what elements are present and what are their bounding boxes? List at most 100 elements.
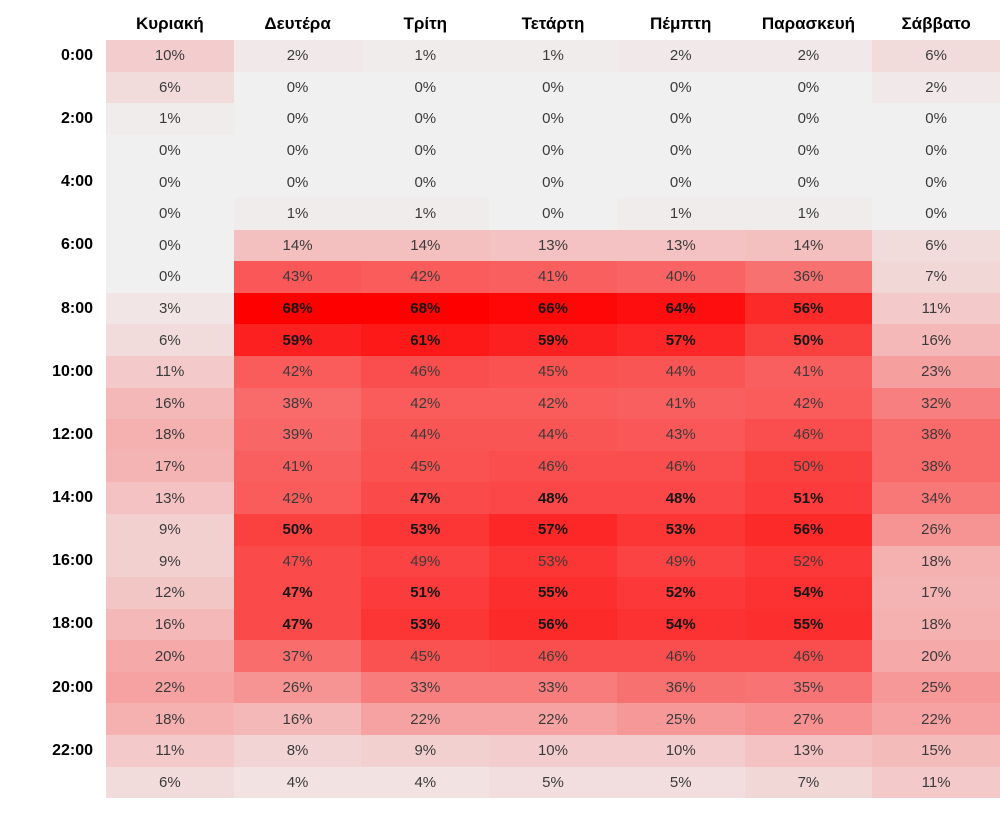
heatmap-cell-3-00-wednesday: 0% [489,134,617,167]
heatmap-cell-22-00-monday: 8% [233,735,362,767]
column-header-monday: Δευτέρα [233,8,362,40]
heatmap-cell-5-00-monday: 1% [233,197,362,230]
heatmap-cell-2-00-thursday: 0% [616,103,745,135]
heatmap-cell-15-00-wednesday: 57% [489,513,617,546]
heatmap-cell-6-00-tuesday: 14% [361,229,490,262]
heatmap-cell-1-00-friday: 0% [744,71,873,104]
heatmap-cell-4-00-friday: 0% [744,166,873,198]
time-label-3-00 [0,134,106,167]
heatmap-cell-11-00-monday: 38% [233,387,362,420]
heatmap-cell-4-00-wednesday: 0% [489,166,617,198]
heatmap-cell-8-00-sunday: 3% [106,292,234,325]
heatmap-cell-1-00-wednesday: 0% [489,71,617,104]
heatmap-cell-13-00-monday: 41% [233,450,362,483]
heatmap-cell-12-00-thursday: 43% [616,419,745,451]
heatmap-cell-18-00-thursday: 54% [616,608,745,641]
heatmap-cell-8-00-saturday: 11% [872,292,1000,325]
heatmap-cell-17-00-thursday: 52% [616,577,745,609]
heatmap-cell-22-00-friday: 13% [744,735,873,767]
heatmap-cell-7-00-tuesday: 42% [361,261,490,293]
heatmap-cell-1-00-saturday: 2% [872,71,1000,104]
heatmap-cell-12-00-friday: 46% [744,419,873,451]
heatmap-cell-1-00-monday: 0% [233,71,362,104]
heatmap-cell-14-00-thursday: 48% [616,482,745,514]
column-header-sunday: Κυριακή [106,8,234,40]
heatmap-cell-20-00-thursday: 36% [616,671,745,704]
time-label-7-00 [0,261,106,293]
heatmap-cell-2-00-saturday: 0% [872,103,1000,135]
heatmap-cell-18-00-tuesday: 53% [361,608,490,641]
heatmap-cell-22-00-thursday: 10% [616,735,745,767]
heatmap-cell-1-00-thursday: 0% [616,71,745,104]
heatmap-cell-12-00-saturday: 38% [872,419,1000,451]
time-label-16-00: 16:00 [0,545,106,578]
heatmap-cell-8-00-monday: 68% [233,292,362,325]
heatmap-cell-15-00-thursday: 53% [616,513,745,546]
heatmap-cell-10-00-saturday: 23% [872,355,1000,388]
heatmap-cell-0-00-friday: 2% [744,40,873,72]
column-header-tuesday: Τρίτη [361,8,490,40]
heatmap-cell-2-00-sunday: 1% [106,103,234,135]
time-label-18-00: 18:00 [0,608,106,641]
column-header-wednesday: Τετάρτη [489,8,617,40]
heatmap-cell-18-00-friday: 55% [744,608,873,641]
heatmap-cell-15-00-tuesday: 53% [361,513,490,546]
heatmap-cell-20-00-saturday: 25% [872,671,1000,704]
heatmap-cell-17-00-friday: 54% [744,577,873,609]
heatmap-cell-23-00-thursday: 5% [616,766,745,799]
heatmap-cell-0-00-tuesday: 1% [361,40,490,72]
heatmap-cell-13-00-saturday: 38% [872,450,1000,483]
heatmap-cell-21-00-monday: 16% [233,703,362,736]
heatmap-cell-17-00-monday: 47% [233,577,362,609]
heatmap-cell-16-00-wednesday: 53% [489,545,617,578]
heatmap-cell-0-00-saturday: 6% [872,40,1000,72]
heatmap-cell-14-00-wednesday: 48% [489,482,617,514]
heatmap-cell-21-00-sunday: 18% [106,703,234,736]
time-label-6-00: 6:00 [0,229,106,262]
heatmap-cell-21-00-tuesday: 22% [361,703,490,736]
heatmap-cell-14-00-monday: 42% [233,482,362,514]
heatmap-cell-5-00-wednesday: 0% [489,197,617,230]
heatmap-cell-2-00-wednesday: 0% [489,103,617,135]
heatmap-cell-8-00-thursday: 64% [616,292,745,325]
heatmap-cell-17-00-sunday: 12% [106,577,234,609]
heatmap-cell-9-00-monday: 59% [233,324,362,356]
heatmap-cell-0-00-wednesday: 1% [489,40,617,72]
heatmap-cell-13-00-wednesday: 46% [489,450,617,483]
heatmap-cell-21-00-thursday: 25% [616,703,745,736]
heatmap-cell-16-00-monday: 47% [233,545,362,578]
time-label-14-00: 14:00 [0,482,106,514]
heatmap-cell-0-00-monday: 2% [233,40,362,72]
time-label-22-00: 22:00 [0,735,106,767]
time-label-2-00: 2:00 [0,103,106,135]
heatmap-cell-11-00-sunday: 16% [106,387,234,420]
heatmap-cell-4-00-sunday: 0% [106,166,234,198]
heatmap-cell-19-00-monday: 37% [233,640,362,672]
heatmap-cell-5-00-thursday: 1% [616,197,745,230]
heatmap-cell-16-00-thursday: 49% [616,545,745,578]
heatmap-cell-4-00-tuesday: 0% [361,166,490,198]
heatmap-cell-9-00-sunday: 6% [106,324,234,356]
heatmap-cell-13-00-thursday: 46% [616,450,745,483]
heatmap-cell-15-00-saturday: 26% [872,513,1000,546]
heatmap-cell-19-00-wednesday: 46% [489,640,617,672]
heatmap-cell-9-00-friday: 50% [744,324,873,356]
heatmap-cell-9-00-saturday: 16% [872,324,1000,356]
heatmap-cell-6-00-friday: 14% [744,229,873,262]
heatmap-cell-11-00-friday: 42% [744,387,873,420]
heatmap-cell-3-00-friday: 0% [744,134,873,167]
heatmap-table: Κυριακή Δευτέρα Τρίτη Τετάρτη Πέμπτη Παρασκευ… [0,8,1000,799]
heatmap-cell-22-00-tuesday: 9% [361,735,490,767]
heatmap-cell-10-00-sunday: 11% [106,355,234,388]
heatmap-cell-13-00-tuesday: 45% [361,450,490,483]
heatmap-cell-15-00-friday: 56% [744,513,873,546]
heatmap-cell-10-00-monday: 42% [233,355,362,388]
heatmap-cell-11-00-wednesday: 42% [489,387,617,420]
heatmap-cell-10-00-wednesday: 45% [489,355,617,388]
heatmap-cell-15-00-monday: 50% [233,513,362,546]
heatmap-cell-9-00-wednesday: 59% [489,324,617,356]
heatmap-cell-8-00-tuesday: 68% [361,292,490,325]
time-label-0-00: 0:00 [0,40,106,72]
heatmap-cell-12-00-tuesday: 44% [361,419,490,451]
heatmap-cell-15-00-sunday: 9% [106,513,234,546]
